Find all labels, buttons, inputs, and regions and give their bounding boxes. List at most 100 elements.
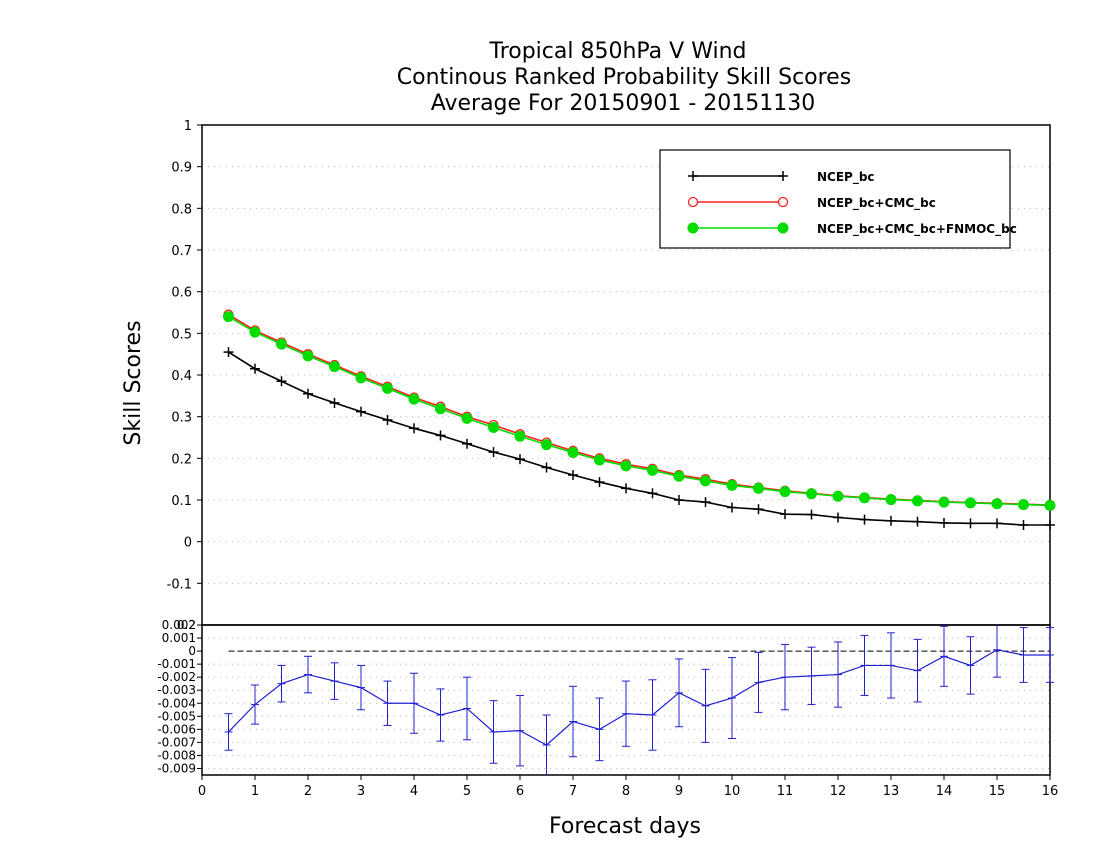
data-point (992, 518, 1002, 529)
data-point (806, 488, 817, 500)
x-tick-label: 16 (1042, 784, 1059, 799)
x-tick-label: 0 (198, 784, 206, 799)
error-bar (860, 634, 869, 696)
data-point (674, 495, 684, 505)
error-bar (410, 672, 418, 734)
data-point (965, 497, 976, 509)
data-point (991, 498, 1003, 510)
error-bar (807, 646, 816, 706)
data-point (541, 462, 552, 473)
legend-box (659, 149, 1011, 249)
data-point (1044, 499, 1056, 511)
data-point (488, 422, 499, 433)
title-line-3: Average For 20150901 - 20151130 (431, 91, 816, 116)
error-bar (304, 655, 312, 694)
main-y-tick-label: 0.3 (171, 411, 192, 426)
x-tick-label: 3 (357, 784, 365, 799)
x-tick-label: 6 (516, 784, 524, 799)
x-tick-label: 2 (304, 784, 312, 799)
legend-label: NCEP_bc (817, 170, 875, 185)
legend-marker (778, 171, 788, 181)
legend-marker (687, 196, 699, 208)
data-point (832, 490, 844, 502)
difference-y-tick-label: 0.002 (162, 618, 196, 632)
error-bar (675, 658, 683, 728)
data-point (1018, 499, 1029, 511)
error-bar (489, 700, 498, 764)
data-point (302, 350, 314, 362)
data-point (382, 382, 393, 394)
data-point (753, 504, 764, 515)
difference-y-tick-label: -0.007 (157, 735, 196, 749)
x-tick-label: 9 (675, 784, 683, 799)
data-point (726, 479, 738, 491)
error-bar (834, 641, 842, 708)
error-bar (728, 657, 736, 739)
x-tick-label: 5 (463, 784, 471, 799)
data-point (250, 363, 260, 374)
data-point (329, 361, 340, 373)
series-line (228, 315, 1051, 507)
data-point (567, 447, 579, 458)
data-point (700, 475, 711, 487)
error-bar (357, 664, 365, 711)
error-bar (463, 676, 471, 741)
data-point (859, 514, 870, 525)
title-line-1: Tropical 850hPa V Wind (488, 39, 746, 64)
legend-marker (687, 222, 699, 234)
data-point (700, 497, 711, 508)
data-point (223, 347, 234, 358)
main-y-tick-label: -0.1 (167, 577, 192, 592)
data-point (886, 515, 896, 526)
data-point (912, 495, 923, 507)
series-1 (223, 309, 1056, 511)
data-point (885, 494, 897, 506)
main-y-tick-label: 0.2 (171, 452, 192, 467)
data-point (779, 486, 791, 498)
series-0 (223, 347, 1055, 530)
main-y-tick-label: 0.7 (171, 244, 192, 259)
data-point (435, 403, 446, 415)
error-bar (1019, 627, 1028, 683)
series-2 (223, 311, 1056, 511)
error-bar (913, 638, 922, 703)
legend-label: NCEP_bc+CMC_bc+FNMOC_bc (817, 222, 1017, 237)
difference-y-tick-label: 0 (188, 644, 196, 658)
difference-y-tick-label: -0.009 (157, 761, 196, 775)
data-point (620, 460, 632, 472)
main-y-tick-label: 1 (184, 119, 192, 134)
data-point (356, 406, 366, 417)
error-bar (701, 668, 710, 743)
x-tick-label: 14 (936, 784, 953, 799)
difference-y-tick-label: -0.002 (157, 670, 196, 684)
data-point (461, 412, 473, 424)
error-bar (993, 625, 1001, 678)
data-point (594, 477, 605, 488)
difference-y-tick-label: -0.003 (157, 683, 196, 697)
data-point (647, 464, 658, 476)
x-tick-label: 8 (622, 784, 630, 799)
data-point (568, 470, 578, 480)
chart-title: Tropical 850hPa V Wind Continous Ranked … (397, 39, 851, 116)
difference-series-layer (224, 625, 1054, 775)
data-point (833, 512, 843, 523)
difference-y-axis: -0.009-0.008-0.007-0.006-0.005-0.004-0.0… (157, 618, 202, 775)
x-tick-label: 13 (883, 784, 900, 799)
difference-y-tick-label: -0.004 (157, 696, 196, 710)
data-point (727, 502, 737, 513)
data-point (514, 430, 526, 442)
error-bar (940, 625, 948, 687)
legend-item-0: NCEP_bc (688, 170, 875, 185)
error-bar (1046, 627, 1054, 683)
legend: NCEP_bc NCEP_bc+CMC_bc NCEP_bc+CMC_bc+FNMO… (659, 149, 1017, 249)
data-point (409, 423, 419, 434)
main-y-tick-label: 0.1 (171, 494, 192, 509)
difference-y-tick-label: 0.001 (162, 631, 196, 645)
data-point (382, 415, 393, 425)
legend-marker (688, 171, 698, 181)
data-point (249, 326, 261, 338)
error-bar (569, 685, 577, 758)
error-bar (251, 684, 259, 725)
x-tick-label: 15 (989, 784, 1006, 799)
